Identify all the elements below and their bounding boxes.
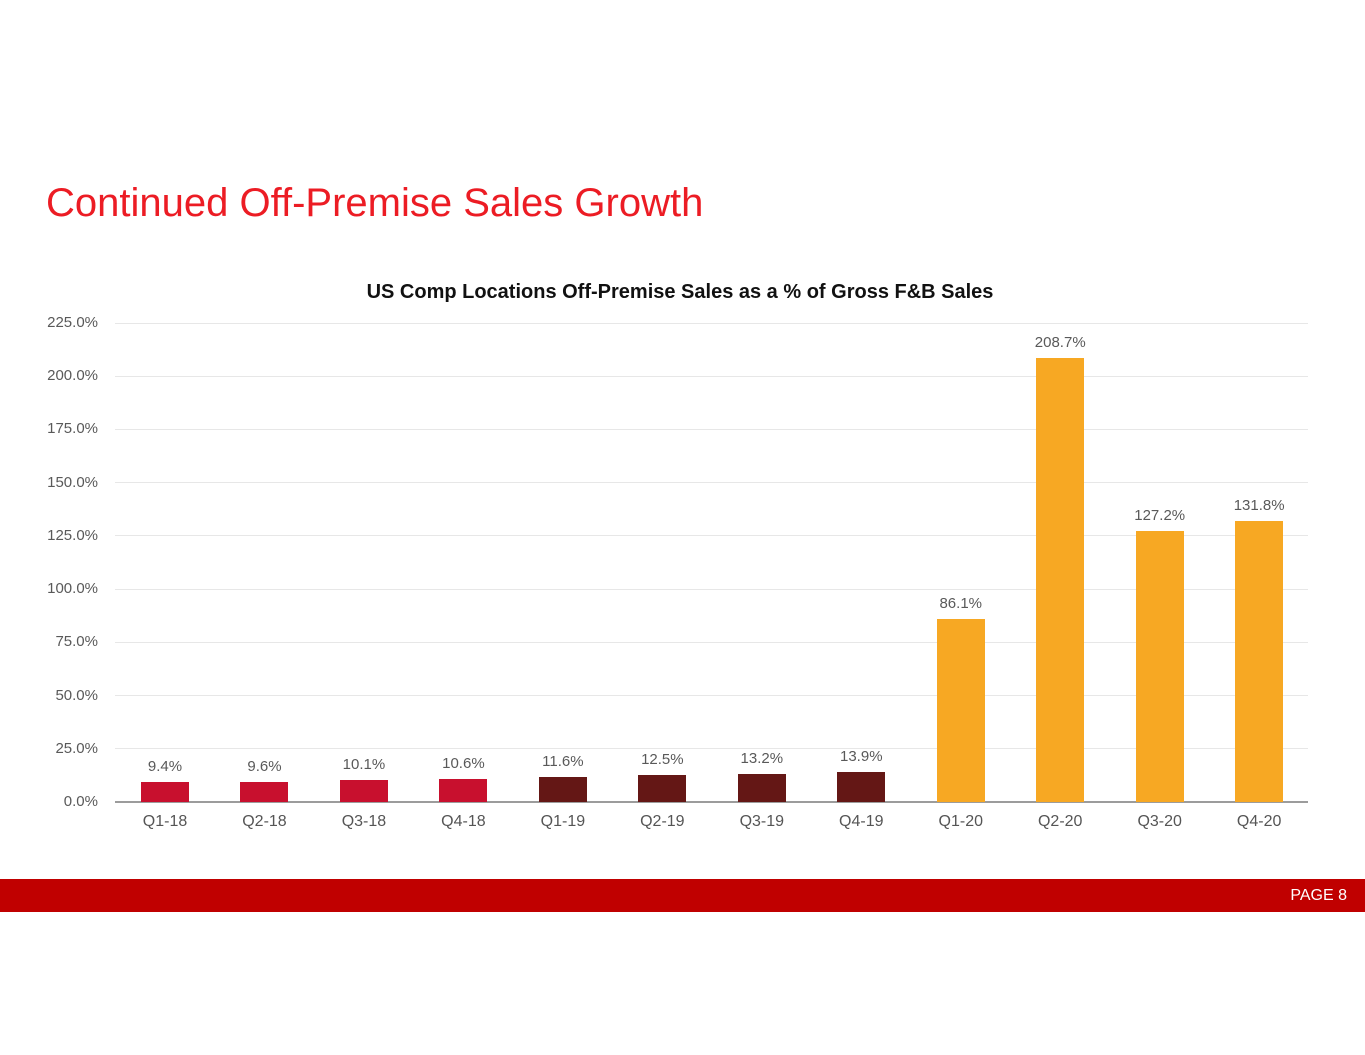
y-axis-tick-label: 175.0% <box>47 420 98 438</box>
bar-Q3-20 <box>1135 531 1184 802</box>
bar-Q4-20 <box>1235 521 1284 802</box>
x-axis-label: Q1-18 <box>142 813 188 830</box>
bar-value-label: 86.1% <box>939 594 983 612</box>
bar-Q3-19 <box>737 773 786 802</box>
gridline <box>115 695 1308 697</box>
gridline <box>115 375 1308 377</box>
bar-Q2-20 <box>1036 357 1085 802</box>
x-axis-label: Q2-20 <box>1037 813 1083 830</box>
y-axis-tick-label: 100.0% <box>47 580 98 598</box>
slide-title: Continued Off-Premise Sales Growth <box>46 181 704 225</box>
x-axis-line <box>115 801 1308 803</box>
gridline <box>115 428 1308 430</box>
bar-value-label: 12.5% <box>641 751 684 769</box>
x-axis-label: Q2-19 <box>640 813 685 830</box>
y-axis-tick-label: 0.0% <box>63 793 98 810</box>
bar-Q2-18 <box>240 781 289 802</box>
bar-value-label: 127.2% <box>1134 507 1186 525</box>
bar-value-label: 10.6% <box>442 755 485 773</box>
bar-Q1-18 <box>141 781 189 802</box>
y-axis-tick-label: 225.0% <box>47 314 98 331</box>
x-axis-label: Q4-19 <box>839 813 884 830</box>
x-axis-label: Q3-20 <box>1137 813 1182 830</box>
x-axis-label: Q1-20 <box>938 813 983 830</box>
gridline <box>115 535 1308 537</box>
y-axis-tick-label: 150.0% <box>47 473 98 491</box>
bar-Q4-18 <box>439 779 488 802</box>
x-axis-label: Q4-20 <box>1236 813 1282 830</box>
bar-value-label: 10.1% <box>342 756 386 774</box>
y-axis-tick-label: 50.0% <box>55 686 98 704</box>
y-axis-tick-label: 75.0% <box>55 633 98 651</box>
off-premise-sales-chart: US Comp Locations Off-Premise Sales as a… <box>40 258 1320 858</box>
x-axis-label: Q3-18 <box>341 813 387 830</box>
bar-value-label: 208.7% <box>1034 333 1086 351</box>
y-axis-tick-label: 25.0% <box>55 739 98 757</box>
footer-bar: PAGE 8 <box>0 879 1365 912</box>
gridline <box>115 322 1308 324</box>
chart-plot-area: 0.0% 25.0% 50.0% 75.0% 100.0% 125.0% 150.0% 175… <box>47 314 1308 830</box>
bar-value-label: 9.4% <box>147 757 183 775</box>
y-axis-tick-label: 200.0% <box>47 367 98 385</box>
bar-value-label: 13.2% <box>740 749 784 767</box>
x-axis-label: Q1-19 <box>540 813 586 830</box>
gridline <box>115 748 1308 750</box>
bar-Q4-19 <box>837 772 886 802</box>
bar-value-label: 131.8% <box>1233 497 1285 515</box>
y-axis-tick-label: 125.0% <box>47 526 98 544</box>
bar-value-label: 13.9% <box>840 748 883 766</box>
bar-Q1-19 <box>538 777 587 802</box>
x-axis-label: Q2-18 <box>242 813 287 830</box>
bar-Q1-20 <box>936 618 985 802</box>
bar-Q3-18 <box>339 780 388 802</box>
gridline <box>115 482 1308 484</box>
page-number: PAGE 8 <box>1290 887 1347 904</box>
x-axis-label: Q3-19 <box>739 813 785 830</box>
chart-title: US Comp Locations Off-Premise Sales as a… <box>366 281 994 303</box>
bar-value-label: 9.6% <box>247 757 282 775</box>
x-axis-label: Q4-18 <box>441 813 486 830</box>
bar-value-label: 11.6% <box>542 753 584 771</box>
gridline <box>115 588 1308 590</box>
bar-Q2-19 <box>638 775 687 802</box>
gridline <box>115 641 1308 643</box>
